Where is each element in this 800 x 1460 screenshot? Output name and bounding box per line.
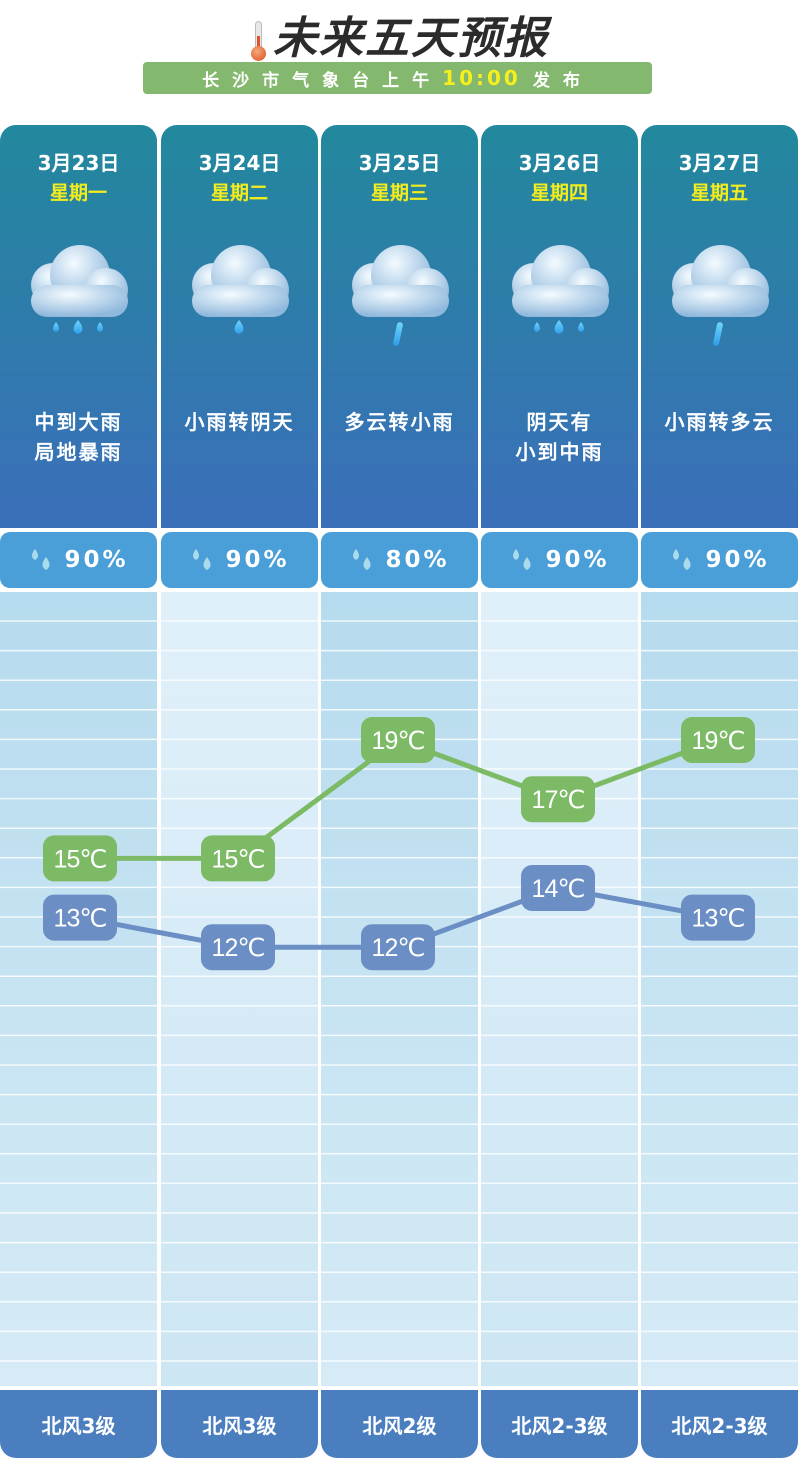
high-temp-badge bbox=[201, 835, 275, 882]
desc-line-1: 中到大雨 bbox=[34, 410, 123, 434]
low-temp-label: 13℃ bbox=[692, 905, 745, 933]
precip-probability: 90% bbox=[161, 532, 318, 588]
day-weekday: 星期三 bbox=[370, 182, 428, 204]
day-card: 3月26日 星期四 阴天有小到中雨 bbox=[481, 125, 638, 528]
day-card: 3月24日 星期二 小雨转阴天 bbox=[161, 125, 318, 528]
precip-probability: 80% bbox=[321, 532, 478, 588]
day-date: 3月24日 bbox=[198, 151, 281, 175]
raindrop-icon bbox=[193, 549, 211, 570]
weather-description: 中到大雨 局地暴雨 bbox=[0, 407, 157, 467]
wind-level: 北风2-3级 bbox=[641, 1390, 798, 1458]
wind-text: 北风3级 bbox=[202, 1413, 277, 1438]
precip-value: 90% bbox=[225, 547, 290, 573]
day-card: 3月23日 星期一 中到大雨局地暴雨 bbox=[0, 125, 157, 528]
low-temp-label: 12℃ bbox=[212, 934, 265, 962]
desc-line-1: 小雨转阴天 bbox=[184, 410, 295, 434]
desc-line-1: 阴天有 bbox=[526, 410, 593, 434]
day-weekday: 星期五 bbox=[690, 182, 748, 204]
light-rain-icon bbox=[179, 240, 299, 350]
page-title: 未来五天预报 bbox=[0, 2, 800, 66]
low-temp-label: 12℃ bbox=[372, 934, 425, 962]
high-temp-label: 19℃ bbox=[372, 727, 425, 755]
chart-column-bg bbox=[481, 592, 638, 1386]
precip-value: 90% bbox=[64, 547, 129, 573]
precip-value: 80% bbox=[385, 547, 450, 573]
low-temp-badge bbox=[361, 924, 435, 971]
day-weekday: 星期四 bbox=[530, 182, 588, 204]
high-temp-label: 15℃ bbox=[54, 845, 107, 873]
wind-level: 北风3级 bbox=[0, 1390, 157, 1458]
high-temp-badge bbox=[521, 776, 595, 823]
high-temp-label: 19℃ bbox=[692, 727, 745, 755]
raindrop-icon bbox=[513, 549, 531, 570]
low-temp-badge bbox=[43, 894, 117, 941]
wind-level: 北风3级 bbox=[161, 1390, 318, 1458]
day-weekday: 星期二 bbox=[210, 182, 268, 204]
wind-text: 北风3级 bbox=[41, 1413, 116, 1438]
title-text: 未来五天预报 bbox=[273, 13, 549, 64]
high-temp-label: 17℃ bbox=[532, 786, 585, 814]
cloudy-rain-icon bbox=[659, 240, 779, 350]
wind-level: 北风2-3级 bbox=[481, 1390, 638, 1458]
day-card: 3月27日 星期五 小雨转多云 bbox=[641, 125, 798, 528]
raindrop-icon bbox=[673, 549, 691, 570]
chart-column-bg bbox=[161, 592, 318, 1386]
low-temp-badge bbox=[681, 894, 755, 941]
weather-description: 多云转小雨 bbox=[321, 407, 478, 437]
desc-line-2: 小到中雨 bbox=[515, 440, 604, 464]
day-date: 3月27日 bbox=[678, 151, 761, 175]
high-temp-label: 15℃ bbox=[212, 845, 265, 873]
day-date: 3月26日 bbox=[518, 151, 601, 175]
low-temp-label: 14℃ bbox=[532, 875, 585, 903]
desc-line-1: 小雨转多云 bbox=[664, 410, 775, 434]
precip-probability: 90% bbox=[641, 532, 798, 588]
release-time: 10:00 bbox=[442, 66, 521, 90]
wind-text: 北风2级 bbox=[362, 1413, 437, 1438]
low-temp-badge bbox=[201, 924, 275, 971]
cloudy-rain-icon bbox=[339, 240, 459, 350]
desc-line-1: 多云转小雨 bbox=[344, 410, 455, 434]
high-temp-badge bbox=[361, 717, 435, 763]
day-card: 3月25日 星期三 多云转小雨 bbox=[321, 125, 478, 528]
day-weekday: 星期一 bbox=[49, 182, 107, 204]
precip-value: 90% bbox=[545, 547, 610, 573]
wind-text: 北风2-3级 bbox=[671, 1413, 768, 1438]
subtitle-bar: 长沙市气象台上午 10:00 发布 bbox=[143, 62, 652, 94]
wind-text: 北风2-3级 bbox=[511, 1413, 608, 1438]
desc-line-2: 局地暴雨 bbox=[34, 440, 123, 464]
heavy-rain-icon bbox=[18, 240, 138, 350]
weather-description: 小雨转多云 bbox=[641, 407, 798, 437]
subtitle-suffix: 发布 bbox=[532, 70, 593, 91]
weather-description: 小雨转阴天 bbox=[161, 407, 318, 437]
chart-column-bg bbox=[0, 592, 157, 1386]
high-temp-badge bbox=[43, 835, 117, 882]
high-temp-badge bbox=[681, 717, 755, 763]
precip-value: 90% bbox=[705, 547, 770, 573]
wind-level: 北风2级 bbox=[321, 1390, 478, 1458]
thermometer-icon bbox=[251, 21, 266, 61]
precip-probability: 90% bbox=[481, 532, 638, 588]
day-date: 3月23日 bbox=[37, 151, 120, 175]
raindrop-icon bbox=[353, 549, 371, 570]
day-date: 3月25日 bbox=[358, 151, 441, 175]
subtitle-prefix: 长沙市气象台上午 bbox=[202, 70, 443, 91]
low-temp-label: 13℃ bbox=[54, 905, 107, 933]
temperature-chart: 15℃ 15℃ 19℃ 17℃ 19℃ 13℃ 12℃ 12℃ 14℃ 13℃ bbox=[0, 620, 800, 1362]
raindrop-icon bbox=[32, 549, 50, 570]
precip-probability: 90% bbox=[0, 532, 157, 588]
low-temp-badge bbox=[521, 865, 595, 911]
weather-description: 阴天有 小到中雨 bbox=[481, 407, 638, 467]
moderate-rain-icon bbox=[499, 240, 619, 350]
